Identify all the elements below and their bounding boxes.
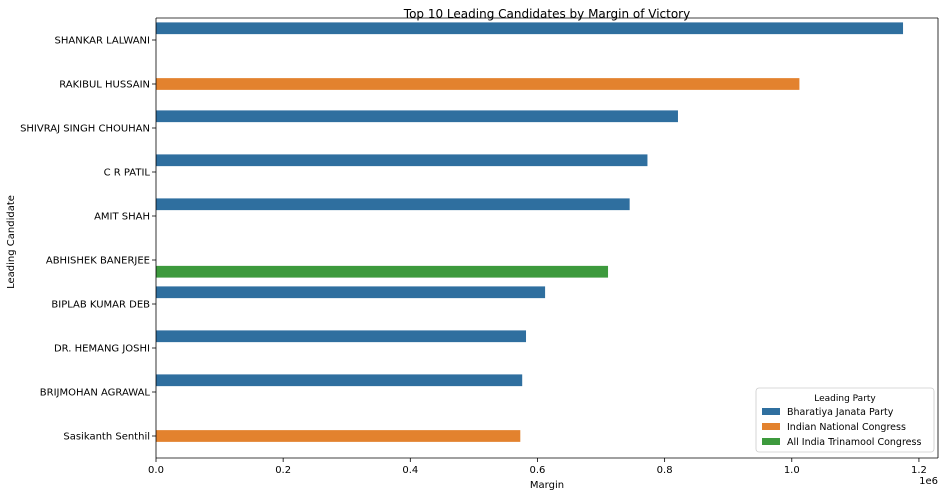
y-tick-label: BIPLAB KUMAR DEB bbox=[51, 300, 150, 311]
bar bbox=[156, 265, 609, 278]
legend-swatch bbox=[762, 438, 780, 445]
x-ticks-group: 0.0 0.2 0.4 0.6 0.8 1.0 1.2 bbox=[148, 458, 927, 476]
x-axis-label: Margin bbox=[530, 480, 564, 491]
bar bbox=[156, 330, 527, 343]
bars-group bbox=[156, 22, 904, 442]
legend-label: Bharatiya Janata Party bbox=[787, 407, 894, 418]
x-offset-label: 1e6 bbox=[919, 476, 938, 487]
y-axis-label: Leading Candidate bbox=[6, 195, 17, 289]
x-tick-label: 0.6 bbox=[530, 465, 546, 476]
bar bbox=[156, 154, 648, 167]
legend-label: Indian National Congress bbox=[787, 422, 906, 433]
x-tick-label: 1.2 bbox=[911, 465, 927, 476]
y-ticks-group: SHANKAR LALWANI RAKIBUL HUSSAIN SHIVRAJ SI… bbox=[20, 36, 156, 443]
y-tick-label: ABHISHEK BANERJEE bbox=[46, 256, 150, 267]
x-tick-label: 0.8 bbox=[657, 465, 673, 476]
y-tick-label: DR. HEMANG JOSHI bbox=[54, 344, 150, 355]
legend-swatch bbox=[762, 423, 780, 430]
legend-box bbox=[755, 387, 935, 453]
y-tick-label: RAKIBUL HUSSAIN bbox=[59, 80, 150, 91]
chart-title: Top 10 Leading Candidates by Margin of V… bbox=[403, 7, 690, 21]
bar bbox=[156, 78, 800, 90]
y-tick-label: SHANKAR LALWANI bbox=[55, 36, 150, 47]
bar bbox=[156, 374, 523, 387]
bar bbox=[156, 22, 904, 35]
legend-label: All India Trinamool Congress bbox=[787, 437, 921, 448]
bar bbox=[156, 110, 678, 123]
bar bbox=[156, 286, 546, 299]
x-tick-label: 0.0 bbox=[148, 465, 164, 476]
y-tick-label: Sasikanth Senthil bbox=[63, 432, 150, 443]
x-tick-label: 0.4 bbox=[402, 465, 418, 476]
legend-swatch bbox=[762, 408, 780, 415]
x-tick-label: 1.0 bbox=[784, 465, 800, 476]
x-tick-label: 0.2 bbox=[275, 465, 291, 476]
legend-title: Leading Party bbox=[814, 394, 876, 404]
axis-spines bbox=[155, 17, 939, 459]
bar bbox=[156, 430, 521, 442]
y-tick-label: AMIT SHAH bbox=[94, 212, 150, 223]
bar bbox=[156, 198, 630, 211]
legend-items: Bharatiya Janata Party Indian National Co… bbox=[762, 407, 921, 448]
y-tick-label: C R PATIL bbox=[104, 168, 151, 179]
legend: Leading Party Bharatiya Janata Party Indi… bbox=[755, 387, 935, 453]
y-tick-label: SHIVRAJ SINGH CHOUHAN bbox=[20, 124, 150, 135]
y-tick-label: BRIJMOHAN AGRAWAL bbox=[40, 388, 151, 399]
